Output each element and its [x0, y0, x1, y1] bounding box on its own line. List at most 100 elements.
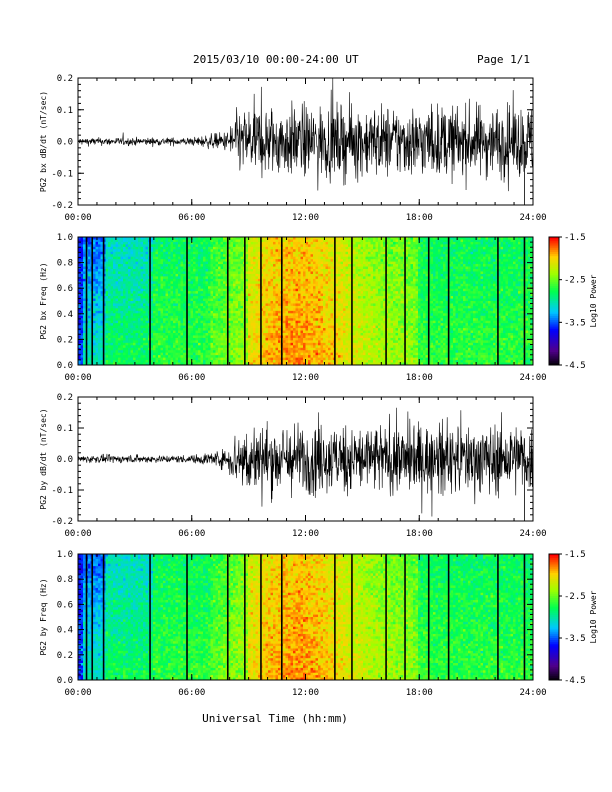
heatmap-cell — [108, 340, 111, 343]
heatmap-cell — [118, 321, 121, 324]
heatmap-cell — [208, 323, 211, 326]
heatmap-cell — [108, 318, 111, 321]
heatmap-cell — [136, 271, 139, 274]
heatmap-cell — [143, 242, 146, 245]
heatmap-cell — [83, 279, 86, 282]
heatmap-cell — [221, 242, 224, 245]
heatmap-cell — [221, 289, 224, 292]
heatmap-cell — [188, 259, 191, 262]
heatmap-cell — [181, 262, 184, 265]
heatmap-cell — [181, 318, 184, 321]
heatmap-cell — [81, 350, 84, 353]
heatmap-cell — [241, 262, 244, 265]
heatmap-cell — [113, 267, 116, 270]
heatmap-cell — [161, 276, 164, 279]
heatmap-cell — [223, 340, 226, 343]
heatmap-cell — [133, 254, 136, 257]
heatmap-cell — [118, 313, 121, 316]
x-tick-label: 00:00 — [64, 213, 91, 223]
heatmap-cell — [176, 259, 179, 262]
heatmap-cell — [223, 321, 226, 324]
heatmap-cell — [171, 289, 174, 292]
heatmap-cell — [113, 348, 116, 351]
heatmap-cell — [176, 355, 179, 358]
heatmap-cell — [233, 244, 236, 247]
heatmap-cell — [118, 333, 121, 336]
heatmap-cell — [223, 333, 226, 336]
heatmap-cell — [118, 274, 121, 277]
heatmap-cell — [116, 358, 119, 361]
heatmap-cell — [203, 311, 206, 314]
heatmap-cell — [121, 318, 124, 321]
heatmap-cell — [133, 281, 136, 284]
heatmap-cell — [191, 274, 194, 277]
heatmap-cell — [136, 291, 139, 294]
heatmap-cell — [188, 271, 191, 274]
heatmap-cell — [168, 291, 171, 294]
heatmap-cell — [123, 321, 126, 324]
heatmap-cell — [216, 308, 219, 311]
heatmap-cell — [211, 355, 214, 358]
heatmap-cell — [126, 269, 129, 272]
heatmap-cell — [166, 244, 169, 247]
heatmap-cell — [163, 350, 166, 353]
heatmap-cell — [166, 311, 169, 314]
heatmap-cell — [108, 328, 111, 331]
heatmap-cell — [88, 316, 91, 319]
heatmap-cell — [236, 321, 239, 324]
heatmap-cell — [156, 326, 159, 329]
heatmap-cell — [143, 318, 146, 321]
heatmap-cell — [116, 333, 119, 336]
heatmap-cell — [118, 311, 121, 314]
heatmap-cell — [141, 299, 144, 302]
heatmap-cell — [96, 296, 99, 299]
heatmap-cell — [111, 254, 114, 257]
heatmap-cell — [106, 262, 109, 265]
heatmap-cell — [166, 276, 169, 279]
heatmap-cell — [188, 291, 191, 294]
heatmap-cell — [98, 286, 101, 289]
heatmap-cell — [153, 257, 156, 260]
heatmap-cell — [126, 343, 129, 346]
heatmap-cell — [206, 313, 209, 316]
heatmap-cell — [211, 264, 214, 267]
heatmap-cell — [218, 294, 221, 297]
heatmap-cell — [218, 313, 221, 316]
heatmap-cell — [188, 326, 191, 329]
heatmap-cell — [196, 244, 199, 247]
heatmap-cell — [128, 335, 131, 338]
heatmap-cell — [188, 281, 191, 284]
heatmap-cell — [131, 331, 134, 334]
heatmap-cell — [238, 267, 241, 270]
heatmap-cell — [108, 311, 111, 314]
heatmap-cell — [178, 257, 181, 260]
heatmap-cell — [178, 247, 181, 250]
heatmap-cell — [163, 284, 166, 287]
heatmap-cell — [198, 335, 201, 338]
heatmap-cell — [241, 299, 244, 302]
heatmap-cell — [178, 294, 181, 297]
heatmap-cell — [181, 340, 184, 343]
heatmap-cell — [191, 311, 194, 314]
heatmap-cell — [83, 296, 86, 299]
heatmap-cell — [206, 301, 209, 304]
heatmap-cell — [113, 286, 116, 289]
heatmap-cell — [138, 262, 141, 265]
heatmap-cell — [83, 301, 86, 304]
heatmap-cell — [126, 262, 129, 265]
heatmap-cell — [121, 259, 124, 262]
heatmap-cell — [188, 323, 191, 326]
heatmap-cell — [178, 348, 181, 351]
heatmap-cell — [233, 326, 236, 329]
heatmap-cell — [216, 353, 219, 356]
heatmap-cell — [168, 239, 171, 242]
heatmap-cell — [201, 291, 204, 294]
heatmap-cell — [133, 291, 136, 294]
heatmap-cell — [201, 262, 204, 265]
heatmap-cell — [98, 269, 101, 272]
heatmap-cell — [238, 269, 241, 272]
heatmap-cell — [208, 313, 211, 316]
heatmap-cell — [166, 345, 169, 348]
heatmap-cell — [216, 286, 219, 289]
heatmap-cell — [98, 244, 101, 247]
